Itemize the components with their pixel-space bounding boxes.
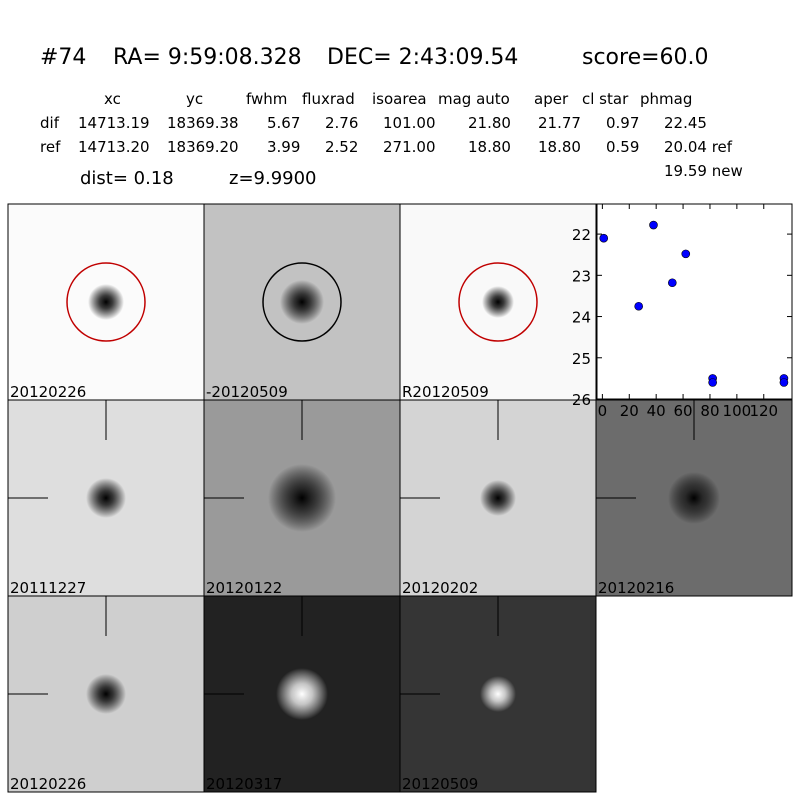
table-cell: 18.80	[468, 138, 511, 156]
stamp-label: 20120226	[10, 775, 86, 793]
y-tick-label: 24	[572, 309, 591, 327]
table-cell: 0.59	[606, 138, 639, 156]
data-point	[708, 378, 717, 387]
stamp-label: 20120317	[206, 775, 282, 793]
phmag-new: 19.59 new	[664, 162, 743, 180]
x-tick-label: 100	[723, 402, 752, 420]
column-header: mag auto	[438, 90, 510, 108]
stamp-label: R20120509	[402, 383, 489, 401]
row-label: ref	[40, 138, 61, 156]
stamp-label: 20120202	[402, 579, 478, 597]
source	[280, 280, 324, 324]
x-tick-label: 40	[647, 402, 666, 420]
table-cell: 271.00	[383, 138, 436, 156]
data-point	[649, 220, 658, 230]
table-cell: 18369.38	[167, 114, 239, 132]
source	[480, 676, 516, 712]
table-cell: 18369.20	[167, 138, 239, 156]
y-tick-label: 23	[572, 267, 591, 285]
column-header: phmag	[640, 90, 692, 108]
stamp-label: 20120226	[10, 383, 86, 401]
data-point	[599, 233, 609, 243]
column-header: isoarea	[372, 90, 427, 108]
data-point	[779, 378, 789, 387]
stamp-label: 20111227	[10, 579, 86, 597]
column-header: yc	[186, 90, 203, 108]
source	[88, 284, 124, 320]
aperture	[66, 262, 146, 342]
y-tick-label: 25	[572, 350, 591, 368]
data-point	[668, 278, 677, 288]
data-point	[634, 301, 643, 311]
y-tick-label: 22	[572, 226, 591, 244]
y-tick-label: 26	[572, 391, 591, 409]
ra: RA= 9:59:08.328	[113, 45, 302, 70]
stamp-label: -20120509	[206, 383, 288, 401]
object-id: #74	[40, 45, 86, 70]
table-cell: 21.80	[468, 114, 511, 132]
source	[86, 478, 126, 518]
source	[668, 472, 720, 524]
dec: DEC= 2:43:09.54	[327, 45, 518, 70]
stamp-label: 20120216	[598, 579, 674, 597]
x-tick-label: 0	[598, 402, 608, 420]
table-cell: 14713.20	[78, 138, 150, 156]
x-tick-label: 60	[674, 402, 693, 420]
x-tick-label: 120	[749, 402, 778, 420]
stamp-label: 20120509	[402, 775, 478, 793]
dist: dist= 0.18	[80, 168, 174, 189]
table-cell: 18.80	[538, 138, 581, 156]
table-cell: 21.77	[538, 114, 581, 132]
aperture	[458, 262, 538, 342]
column-header: cl star	[582, 90, 629, 108]
z: z=9.9900	[229, 168, 317, 189]
column-header: xc	[104, 90, 121, 108]
data-point	[681, 249, 691, 259]
x-tick-label: 80	[700, 402, 719, 420]
table-cell: 2.76	[325, 114, 358, 132]
table-cell: 20.04 ref	[664, 138, 733, 156]
column-header: fwhm	[246, 90, 287, 108]
x-tick-label: 20	[620, 402, 639, 420]
aperture	[262, 262, 342, 342]
table-cell: 101.00	[383, 114, 436, 132]
row-label: dif	[40, 114, 60, 132]
score: score=60.0	[582, 45, 709, 70]
source	[482, 286, 514, 318]
stamp-label: 20120122	[206, 579, 282, 597]
source	[276, 668, 328, 720]
table-cell: 5.67	[267, 114, 300, 132]
table-cell: 14713.19	[78, 114, 150, 132]
source	[480, 480, 516, 516]
column-header: fluxrad	[302, 90, 355, 108]
source	[86, 674, 126, 714]
table-cell: 2.52	[325, 138, 358, 156]
source	[268, 464, 336, 532]
table-cell: 0.97	[606, 114, 639, 132]
table-cell: 3.99	[267, 138, 300, 156]
table-cell: 22.45	[664, 114, 707, 132]
plot-area	[596, 203, 793, 400]
column-header: aper	[534, 90, 569, 108]
